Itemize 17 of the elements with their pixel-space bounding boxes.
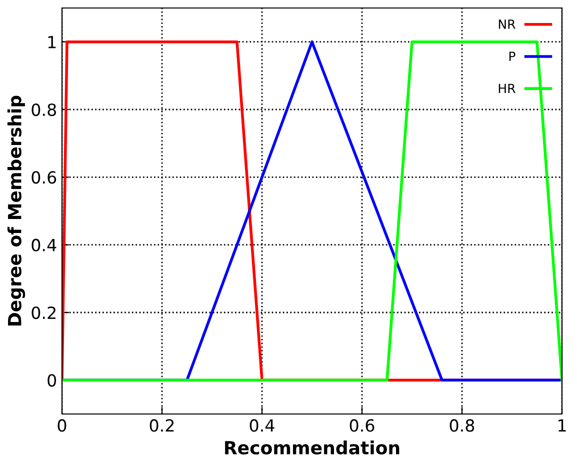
x-tick-label: 0 [58,419,66,432]
y-axis-title: Degree of Membership [7,96,26,326]
y-tick-label: 0.8 [32,103,56,116]
x-tick-label: 0.2 [150,419,174,432]
x-tick-label: 1 [558,419,566,432]
y-tick-label: 0 [48,374,56,387]
y-tick-label: 0.4 [32,238,56,252]
y-tick-label: 0.2 [32,306,56,320]
y-tick-label: 0.6 [32,171,56,184]
y-tick-label: 1 [48,36,56,48]
legend-label: HR [498,84,516,93]
legend-label: P [509,52,516,61]
legend-label: NR [498,20,516,29]
x-tick-label: 0.8 [450,419,474,432]
x-tick-label: 0.6 [350,419,374,432]
x-axis-title: Recommendation [225,440,400,455]
x-tick-label: 0.4 [250,419,274,432]
